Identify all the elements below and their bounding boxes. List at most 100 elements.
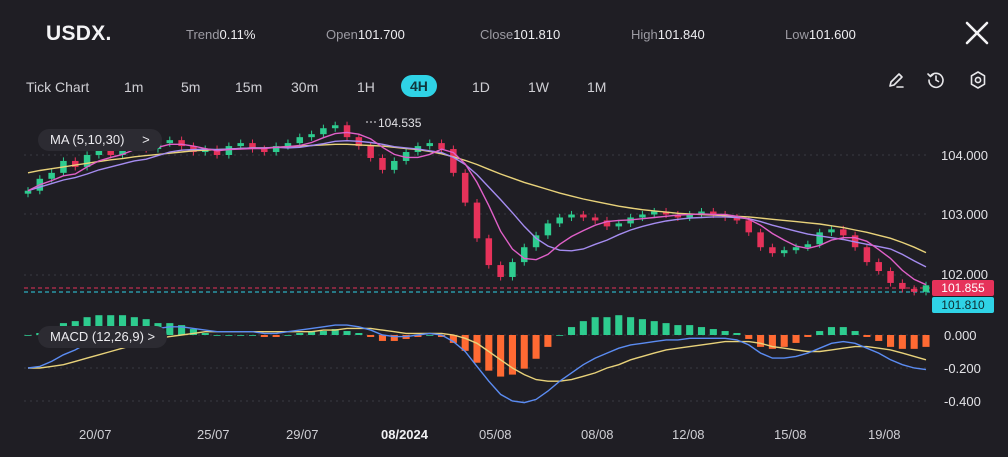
stat-trend: Trend0.11% [186,27,256,42]
macd-tick-02: -0.200 [944,361,981,376]
macd-histogram-bar [851,331,859,335]
tab-5m[interactable]: 5m [181,79,201,95]
macd-tick-0: 0.000 [944,328,977,343]
date-label: 08/2024 [381,427,428,442]
candle-body [178,140,185,147]
date-label: 19/08 [868,427,901,442]
macd-histogram-bar [213,335,221,336]
macd-histogram-bar [355,333,363,335]
macd-histogram-bar [591,317,599,335]
candle-body [615,223,623,227]
ma-indicator-pill[interactable]: MA (5,10,30) > [38,129,162,151]
macd-histogram-bar [532,335,540,359]
macd-histogram-bar [189,329,197,335]
close-icon[interactable] [962,18,992,48]
macd-histogram-bar [284,335,292,336]
candle-body [544,223,552,236]
macd-histogram-bar [721,331,729,335]
tab-30m[interactable]: 30m [291,79,319,95]
date-label: 15/08 [774,427,807,442]
ma5-line [27,131,927,286]
top-bar: USDX. Trend0.11% Open101.700 Close101.81… [0,0,1008,68]
candle-body [603,220,611,227]
candle-body [296,137,304,144]
candle-body [650,211,658,215]
pencil-icon[interactable] [886,70,906,90]
candle-body [308,134,315,138]
candle-body [710,211,717,215]
tab-1m[interactable]: 1m [124,79,144,95]
tab-15m[interactable]: 15m [235,79,263,95]
clock-rewind-icon[interactable] [926,70,946,90]
macd-histogram-bar [449,335,457,343]
macd-histogram-bar [686,325,694,335]
macd-histogram-bar [674,325,682,335]
candle-body [863,247,871,263]
high-price-marker: 104.535 [378,116,422,130]
date-label: 08/08 [581,427,614,442]
candle-body [686,214,693,218]
macd-histogram-bar [780,335,788,347]
candle-body [580,214,587,218]
candle-body [532,235,540,248]
candle-body [320,128,327,135]
macd-histogram-bar [603,317,611,335]
macd-histogram-bar [615,315,623,335]
current-price-tag: 101.855 [932,280,994,296]
macd-histogram-bar [804,335,812,337]
candle-body [367,146,374,158]
macd-indicator-pill[interactable]: MACD (12,26,9) > [38,326,168,348]
settings-icon[interactable] [968,70,988,90]
candle-body [249,143,256,150]
macd-histogram-bar [497,335,505,377]
macd-histogram-bar [922,335,930,347]
stat-high: High101.840 [631,27,705,42]
macd-indicator-label: MACD (12,26,9) [50,329,144,344]
tab-1mo[interactable]: 1M [587,79,607,95]
macd-histogram-bar [567,327,576,335]
tab-4h[interactable]: 4H [401,75,437,97]
close-price-tag: 101.810 [932,297,994,313]
macd-histogram-bar [248,335,257,336]
tab-1d[interactable]: 1D [472,79,490,95]
price-tick-102: 102.000 [941,267,988,282]
date-label: 25/07 [197,427,230,442]
candle-body [343,125,351,138]
candle-body [237,143,244,147]
candle-body [272,146,280,153]
tab-1w[interactable]: 1W [528,79,549,95]
candle-body [745,220,753,233]
candle-body [72,160,79,167]
date-label: 12/08 [672,427,705,442]
tab-1h[interactable]: 1H [357,79,375,95]
candle-body [509,262,516,277]
macd-histogram-bar [485,335,493,371]
macd-histogram-bar [308,331,316,335]
macd-histogram-bar [662,323,670,335]
ma30-line [27,143,927,254]
macd-histogram-bar [887,335,895,347]
macd-histogram-bar [544,335,552,347]
candle-body [910,288,918,292]
candle-body [331,125,339,129]
tab-tick-chart[interactable]: Tick Chart [26,79,90,95]
macd-histogram-bar [272,335,280,337]
ma-indicator-label: MA (5,10,30) [50,132,125,147]
candle-body [922,285,930,292]
macd-histogram-bar [118,315,127,335]
candle-body [379,157,386,170]
macd-histogram-bar [709,329,717,335]
candle-body [769,247,776,254]
candle-body [591,217,599,221]
macd-histogram-bar [792,335,800,343]
candle-body [780,250,788,254]
macd-line [27,324,927,404]
macd-histogram-bar [697,327,706,335]
candle-body [107,149,114,155]
price-tick-104: 104.000 [941,148,988,163]
date-label: 20/07 [79,427,112,442]
macd-histogram-bar [461,335,469,351]
candle-body [899,282,906,289]
macd-histogram-bar [556,335,564,336]
